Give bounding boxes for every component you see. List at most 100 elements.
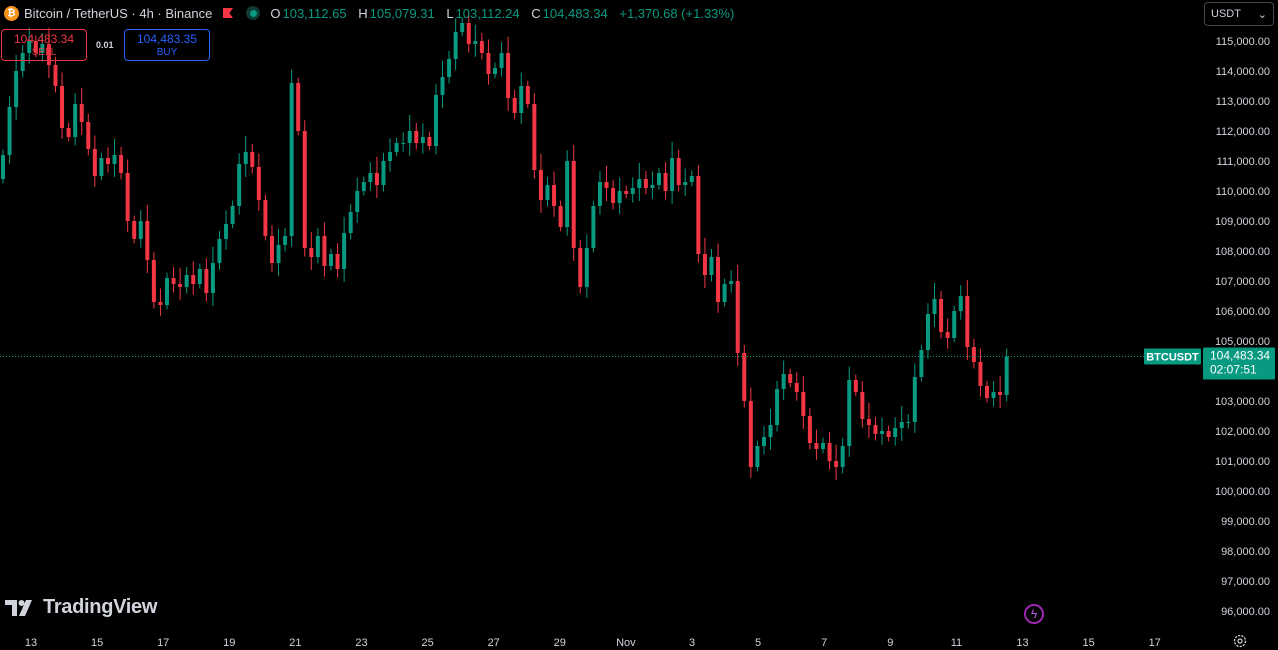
candle — [683, 168, 688, 196]
symbol-title[interactable]: Bitcoin / TetherUS · 4h · Binance — [24, 5, 213, 21]
candle — [794, 372, 799, 401]
candle — [381, 152, 386, 192]
price-tick-label: 102,000.00 — [1215, 426, 1270, 438]
candle — [250, 143, 255, 174]
candle — [866, 402, 871, 438]
candle — [637, 162, 642, 201]
candle — [486, 39, 491, 85]
candle — [237, 153, 242, 215]
candle — [66, 122, 71, 142]
candle — [33, 35, 38, 58]
spread-value: 0.01 — [96, 40, 114, 50]
candle — [86, 113, 91, 156]
candle — [309, 231, 314, 270]
candle — [919, 344, 924, 382]
candle — [73, 93, 78, 146]
candle — [374, 156, 379, 198]
candle — [388, 138, 393, 172]
currency-select[interactable]: USDT ⌄ — [1204, 2, 1274, 26]
currency-value: USDT — [1211, 8, 1241, 20]
buy-button[interactable]: 104,483.35 BUY — [124, 29, 210, 61]
candle — [624, 185, 629, 199]
candle — [401, 132, 406, 152]
candle — [565, 150, 570, 236]
candle — [768, 408, 773, 450]
candle — [132, 215, 137, 244]
time-tick-label: 17 — [1149, 637, 1161, 649]
high-value: 105,079.31 — [369, 5, 435, 21]
candle — [276, 228, 281, 276]
buy-price: 104,483.35 — [136, 32, 198, 46]
candle — [460, 17, 465, 37]
time-tick-label: 29 — [554, 637, 566, 649]
candle — [493, 62, 497, 79]
price-tick-label: 112,000.00 — [1216, 126, 1270, 138]
candle — [847, 366, 852, 457]
symbol-tag: BTCUSDT — [1146, 351, 1199, 363]
candle — [368, 162, 373, 191]
candle — [1, 149, 5, 184]
open-label: O — [270, 5, 281, 21]
candle — [860, 381, 865, 428]
sell-button[interactable]: 104,483.34 SELL — [1, 29, 87, 61]
candle — [978, 348, 983, 397]
candle — [512, 89, 517, 120]
chevron-down-icon: ⌄ — [1257, 8, 1267, 21]
tradingview-logo-icon — [5, 599, 32, 616]
candle — [99, 152, 104, 181]
candle — [224, 210, 229, 250]
candle — [197, 263, 202, 289]
candle — [873, 416, 878, 441]
candle — [709, 248, 714, 282]
candle — [322, 222, 327, 277]
candle — [289, 69, 294, 247]
price-tick-label: 106,000.00 — [1215, 306, 1270, 318]
candle — [119, 146, 124, 180]
candle — [46, 27, 51, 78]
candle — [361, 176, 366, 196]
candle — [440, 60, 445, 108]
candle — [643, 170, 648, 195]
sell-price: 104,483.34 — [13, 32, 75, 46]
candle — [584, 234, 589, 298]
candle — [191, 261, 196, 295]
candle — [420, 123, 425, 154]
candle — [1004, 348, 1009, 402]
candle — [761, 426, 766, 455]
candle — [158, 288, 163, 316]
market-open-icon — [246, 6, 261, 20]
time-tick-label: 23 — [355, 637, 367, 649]
price-tick-label: 101,000.00 — [1215, 456, 1270, 468]
last-price-value: 104,483.34 — [1210, 348, 1270, 362]
candle — [834, 444, 839, 480]
candle — [453, 18, 458, 70]
price-tick-label: 103,000.00 — [1215, 396, 1270, 408]
candle — [971, 338, 976, 369]
candle — [611, 179, 616, 210]
candle — [591, 200, 596, 253]
candle — [138, 210, 143, 248]
candle — [532, 93, 537, 179]
candle — [958, 285, 963, 320]
candle — [269, 225, 274, 272]
candle — [263, 194, 268, 241]
price-axis: 96,000.00 97,000.00 98,000.00 99,000.00 100,… — [1215, 36, 1270, 618]
candle — [427, 131, 432, 151]
candle — [407, 114, 412, 156]
candle — [742, 344, 747, 408]
candle — [53, 56, 58, 93]
candle — [302, 120, 307, 257]
open-value: 103,112.65 — [282, 5, 347, 21]
candle — [519, 72, 524, 124]
time-tick-label: 11 — [951, 637, 962, 649]
candle — [696, 165, 701, 263]
candle — [466, 12, 471, 53]
gear-icon[interactable] — [1233, 634, 1247, 648]
time-tick-label: Nov — [616, 637, 636, 649]
lightning-icon[interactable]: ϟ — [1024, 604, 1044, 624]
flag-icon[interactable] — [222, 7, 234, 19]
price-tick-label: 113,000.00 — [1216, 96, 1270, 108]
candle — [538, 153, 543, 213]
candle — [342, 216, 347, 282]
